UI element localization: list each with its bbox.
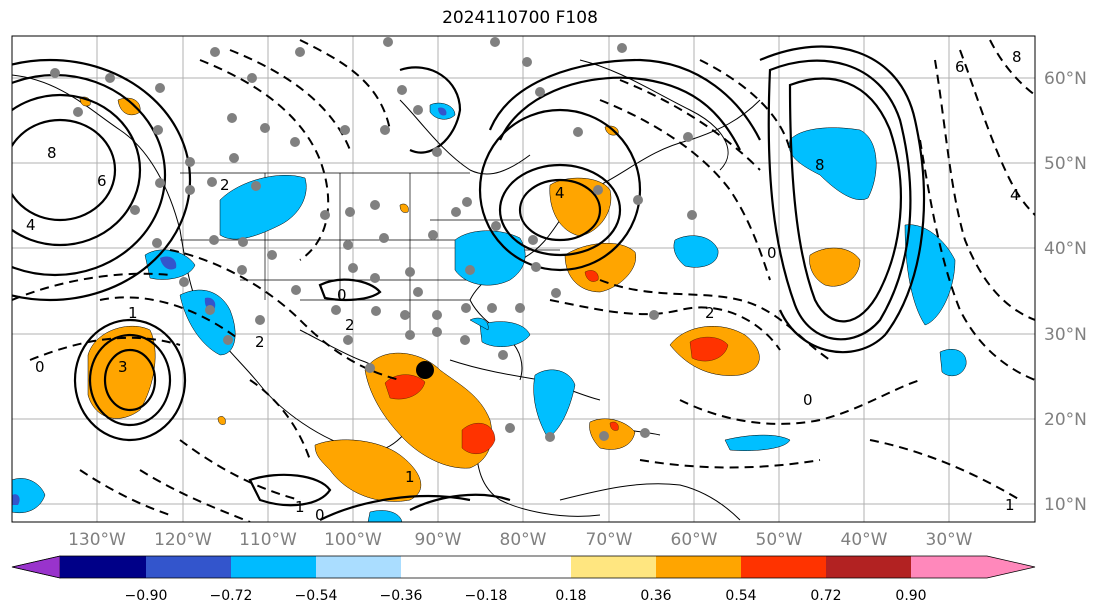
colorbar-cell-5b [486, 556, 571, 578]
colorbar-cell-4 [316, 556, 401, 578]
colorbar-cell-7 [656, 556, 741, 578]
colorbar-tick-labels: −0.90 −0.72 −0.54 −0.36 −0.18 0.18 0.36 … [125, 588, 927, 604]
colorbar-cell-0 [11, 555, 61, 579]
svg-text:4: 4 [26, 216, 36, 234]
svg-text:1: 1 [405, 468, 415, 486]
svg-text:20°N: 20°N [1044, 410, 1087, 430]
filled-regions-blue [12, 102, 967, 522]
svg-text:−0.36: −0.36 [380, 588, 423, 604]
svg-text:3: 3 [118, 358, 128, 376]
svg-text:90°W: 90°W [415, 530, 462, 550]
svg-text:6: 6 [97, 172, 107, 190]
svg-text:40°N: 40°N [1044, 239, 1087, 259]
svg-text:0: 0 [337, 286, 347, 304]
latitude-labels: 60°N 50°N 40°N 30°N 20°N 10°N [1044, 69, 1087, 515]
svg-text:0.72: 0.72 [810, 588, 841, 604]
svg-text:8: 8 [1012, 48, 1022, 66]
map-border [11, 35, 1036, 523]
svg-text:2: 2 [345, 316, 355, 334]
svg-text:30°N: 30°N [1044, 325, 1087, 345]
svg-text:100°W: 100°W [324, 530, 382, 550]
svg-text:10°N: 10°N [1044, 495, 1087, 515]
longitude-labels: 130°W 120°W 110°W 100°W 90°W 80°W 70°W 6… [68, 530, 973, 550]
svg-text:0: 0 [767, 244, 777, 262]
svg-text:1: 1 [128, 304, 138, 322]
svg-text:4: 4 [555, 184, 565, 202]
contour-labels: 8 6 4 2 1 0 2 3 0 1 8 4 6 8 4 2 0 2 1 0 … [26, 48, 1022, 524]
svg-text:0.54: 0.54 [725, 588, 756, 604]
svg-text:60°N: 60°N [1044, 69, 1087, 89]
svg-text:130°W: 130°W [68, 530, 126, 550]
svg-text:4: 4 [1010, 186, 1020, 204]
colorbar-cell-10 [911, 556, 987, 578]
svg-text:2: 2 [220, 176, 230, 194]
colorbar-cell-6 [571, 556, 656, 578]
svg-text:0: 0 [35, 358, 45, 376]
svg-text:50°N: 50°N [1044, 154, 1087, 174]
colorbar-cell-11 [987, 556, 1035, 578]
svg-text:110°W: 110°W [239, 530, 297, 550]
colorbar-cell-9 [826, 556, 911, 578]
svg-text:50°W: 50°W [756, 530, 803, 550]
colorbar-cell-1 [60, 556, 146, 578]
colorbar-cell-8 [741, 556, 826, 578]
svg-text:−0.54: −0.54 [295, 588, 338, 604]
svg-text:2: 2 [255, 333, 265, 351]
svg-text:6: 6 [955, 58, 965, 76]
svg-text:0: 0 [315, 506, 325, 524]
storm-center-marker [416, 361, 434, 379]
svg-text:70°W: 70°W [586, 530, 633, 550]
svg-text:120°W: 120°W [154, 530, 212, 550]
chart-title: 2024110700 F108 [442, 8, 598, 28]
station-dots [50, 37, 697, 442]
svg-text:2: 2 [705, 304, 715, 322]
svg-text:1: 1 [295, 498, 305, 516]
svg-text:−0.18: −0.18 [465, 588, 508, 604]
svg-text:80°W: 80°W [500, 530, 547, 550]
svg-text:0: 0 [803, 391, 813, 409]
colorbar [11, 555, 1036, 579]
svg-text:40°W: 40°W [841, 530, 888, 550]
svg-text:−0.72: −0.72 [210, 588, 253, 604]
svg-text:60°W: 60°W [671, 530, 718, 550]
svg-text:30°W: 30°W [926, 530, 973, 550]
svg-text:8: 8 [47, 144, 57, 162]
svg-text:1: 1 [1005, 496, 1015, 514]
svg-text:0.18: 0.18 [555, 588, 586, 604]
svg-text:0.36: 0.36 [640, 588, 671, 604]
svg-text:0.90: 0.90 [895, 588, 926, 604]
colorbar-cell-2 [146, 556, 231, 578]
svg-text:8: 8 [815, 156, 825, 174]
colorbar-cell-5 [401, 556, 486, 578]
svg-text:−0.90: −0.90 [125, 588, 168, 604]
filled-regions-red [384, 270, 729, 454]
colorbar-cell-3 [231, 556, 316, 578]
solid-contours [12, 45, 926, 521]
